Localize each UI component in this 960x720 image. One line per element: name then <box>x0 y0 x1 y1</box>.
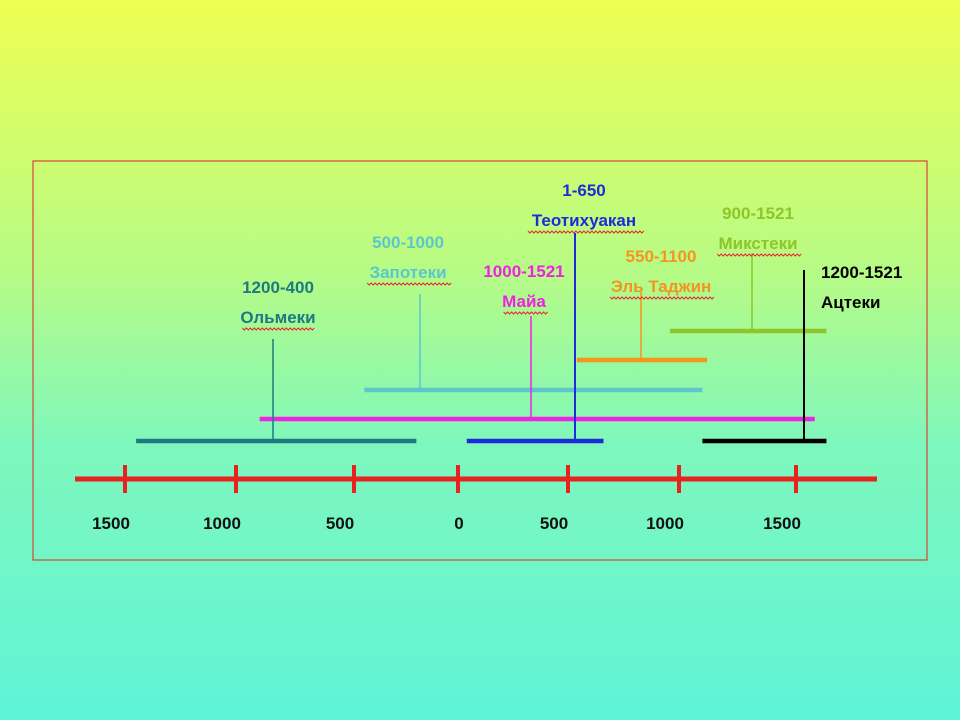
mixtecs-dates: 900-1521 <box>722 204 794 223</box>
diagram-frame <box>32 160 928 561</box>
olmecs-spellcheck-underline <box>241 327 315 331</box>
el-tajin-name: Эль Таджин <box>611 277 712 296</box>
olmecs-name: Ольмеки <box>240 308 315 327</box>
zapotecs-dates: 500-1000 <box>372 233 444 252</box>
tick-label: 1000 <box>646 514 684 533</box>
teotihuacan-name: Теотихуакан <box>532 211 636 230</box>
zapotecs-name: Запотеки <box>369 263 446 282</box>
maya-name: Майа <box>502 292 546 311</box>
mixtecs-name: Микстеки <box>718 234 797 253</box>
zapotecs-spellcheck-underline <box>366 282 452 286</box>
maya-spellcheck-underline <box>503 311 548 315</box>
culture-bars <box>136 328 827 444</box>
olmecs-dates: 1200-400 <box>242 278 314 297</box>
aztecs-name: Ацтеки <box>821 293 880 312</box>
el-tajin-spellcheck-underline <box>609 296 715 300</box>
teotihuacan-spellcheck-underline <box>527 230 645 234</box>
culture-connectors <box>272 233 805 441</box>
tick-label: 0 <box>454 514 463 533</box>
aztecs-dates: 1200-1521 <box>821 263 902 282</box>
culture-labels: 1200-400 Ольмеки 500-1000 Запотеки 1000-1521… <box>240 181 902 331</box>
maya-dates: 1000-1521 <box>483 262 564 281</box>
tick-label: 1000 <box>203 514 241 533</box>
mixtecs-spellcheck-underline <box>716 253 802 257</box>
tick-label: 1500 <box>92 514 130 533</box>
el-tajin-dates: 550-1100 <box>626 247 697 266</box>
teotihuacan-dates: 1-650 <box>562 181 605 200</box>
tick-label: 500 <box>326 514 354 533</box>
tick-label: 500 <box>540 514 568 533</box>
tick-label: 1500 <box>763 514 801 533</box>
timeline-axis: 1500 1000 500 0 500 1000 1500 <box>75 465 877 533</box>
